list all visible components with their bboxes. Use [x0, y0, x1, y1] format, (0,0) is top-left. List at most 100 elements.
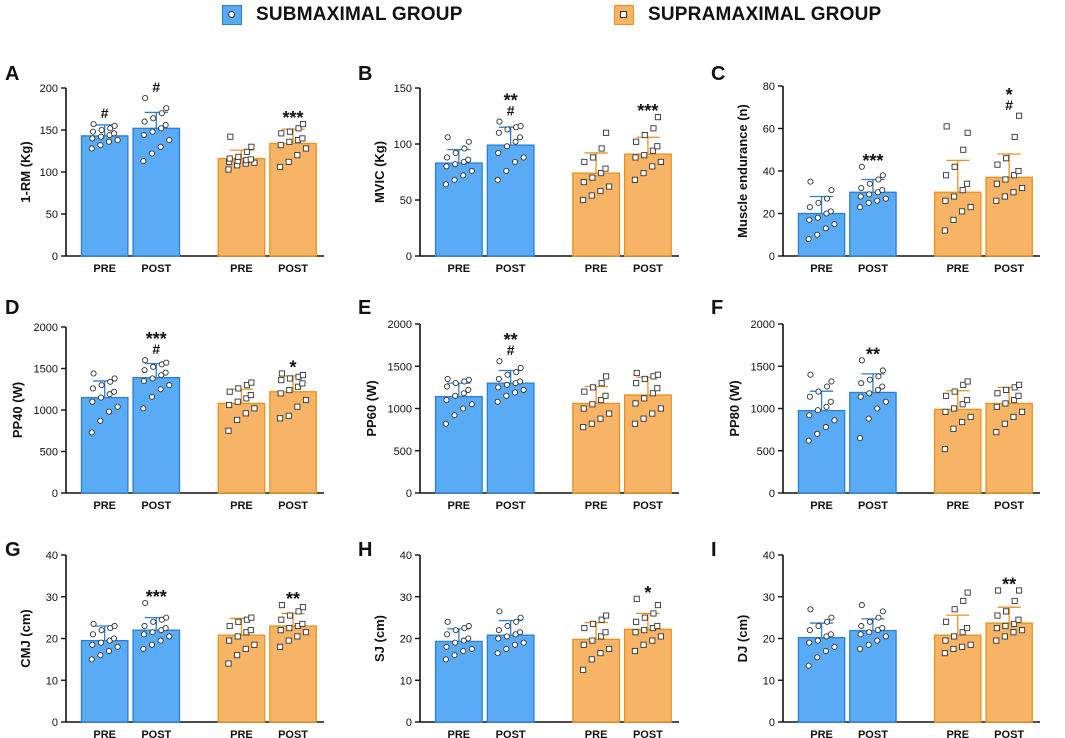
- data-point: [1003, 608, 1010, 615]
- data-point: [468, 167, 475, 174]
- data-point: [858, 184, 865, 192]
- data-point: [444, 134, 451, 141]
- data-point: [650, 373, 657, 380]
- data-point: [641, 131, 648, 139]
- data-point: [89, 135, 96, 142]
- data-point: [993, 180, 1000, 187]
- data-point: [465, 622, 472, 630]
- significance-label: #: [1005, 97, 1013, 113]
- data-point: [97, 133, 105, 140]
- data-point: [513, 369, 520, 376]
- data-point: [162, 625, 169, 632]
- y-tick-label: 200: [40, 83, 58, 95]
- data-point: [960, 381, 967, 388]
- data-point: [654, 602, 661, 609]
- data-point: [286, 625, 293, 632]
- data-point: [598, 616, 605, 623]
- x-tick-label: POST: [994, 263, 1024, 275]
- data-point: [302, 396, 310, 404]
- data-point: [495, 149, 502, 157]
- data-point: [650, 610, 657, 617]
- data-point: [110, 130, 118, 137]
- data-point: [299, 372, 307, 379]
- bar-post: [985, 176, 1033, 257]
- data-point: [89, 128, 97, 135]
- x-tick-label: PRE: [585, 500, 608, 512]
- data-point: [588, 656, 595, 663]
- y-tick-label: 1500: [34, 364, 58, 376]
- data-point: [452, 392, 459, 399]
- data-point: [823, 633, 830, 640]
- data-point: [866, 180, 873, 187]
- data-point: [149, 128, 156, 135]
- data-point: [827, 208, 834, 215]
- legend-label-submaximal: SUBMAXIMAL GROUP: [256, 4, 463, 25]
- x-tick-label: POST: [496, 500, 526, 512]
- bar-post: [849, 391, 897, 494]
- data-point: [234, 416, 241, 424]
- data-point: [589, 154, 597, 161]
- significance-label: **: [866, 344, 880, 364]
- bar-post: [132, 127, 181, 257]
- data-point: [299, 380, 306, 387]
- data-point: [496, 608, 503, 615]
- data-point: [874, 386, 881, 393]
- panel-letter: E: [358, 297, 371, 319]
- data-point: [158, 110, 165, 117]
- data-point: [631, 647, 638, 655]
- data-point: [277, 142, 284, 149]
- data-point: [114, 643, 121, 650]
- data-point: [465, 386, 472, 393]
- data-point: [97, 652, 104, 659]
- panel-letter: A: [5, 63, 19, 85]
- data-point: [295, 125, 302, 132]
- data-point: [98, 382, 105, 389]
- data-point: [589, 174, 596, 181]
- data-point: [235, 618, 242, 625]
- bar-pre: [434, 396, 483, 494]
- data-point: [111, 375, 118, 382]
- data-point: [1011, 397, 1018, 404]
- data-point: [277, 163, 284, 171]
- data-point: [243, 148, 251, 155]
- y-axis-label: PP40 (W): [10, 382, 25, 438]
- data-point: [875, 614, 882, 621]
- data-point: [1003, 386, 1010, 393]
- data-point: [857, 393, 864, 400]
- data-point: [89, 631, 97, 638]
- data-point: [1015, 616, 1022, 623]
- bar-post: [486, 634, 535, 723]
- y-tick-label: 0: [52, 251, 58, 263]
- data-point: [993, 637, 1000, 644]
- data-point: [226, 388, 233, 395]
- data-point: [1016, 381, 1023, 388]
- data-point: [496, 358, 503, 365]
- y-tick-label: 1000: [388, 404, 412, 416]
- data-point: [511, 641, 519, 648]
- data-point: [452, 639, 459, 646]
- data-point: [452, 627, 459, 634]
- data-point: [294, 152, 301, 159]
- significance-label: #: [507, 342, 515, 358]
- data-point: [140, 631, 148, 638]
- data-point: [814, 407, 821, 414]
- data-point: [286, 612, 293, 619]
- data-point: [442, 420, 449, 427]
- legend-item-submaximal: SUBMAXIMAL GROUP: [222, 4, 463, 26]
- data-point: [110, 388, 118, 395]
- data-point: [278, 616, 285, 623]
- data-point: [235, 385, 242, 392]
- data-point: [950, 645, 957, 652]
- data-point: [460, 158, 467, 165]
- data-point: [993, 429, 1000, 436]
- x-tick-label: POST: [633, 729, 663, 738]
- y-tick-label: 40: [763, 550, 775, 562]
- data-point: [879, 625, 886, 632]
- y-tick-label: 30: [400, 592, 412, 604]
- data-point: [649, 637, 656, 644]
- data-point: [606, 183, 613, 190]
- data-point: [960, 146, 967, 153]
- significance-label: #: [101, 105, 109, 121]
- data-point: [226, 622, 233, 630]
- data-point: [951, 405, 958, 412]
